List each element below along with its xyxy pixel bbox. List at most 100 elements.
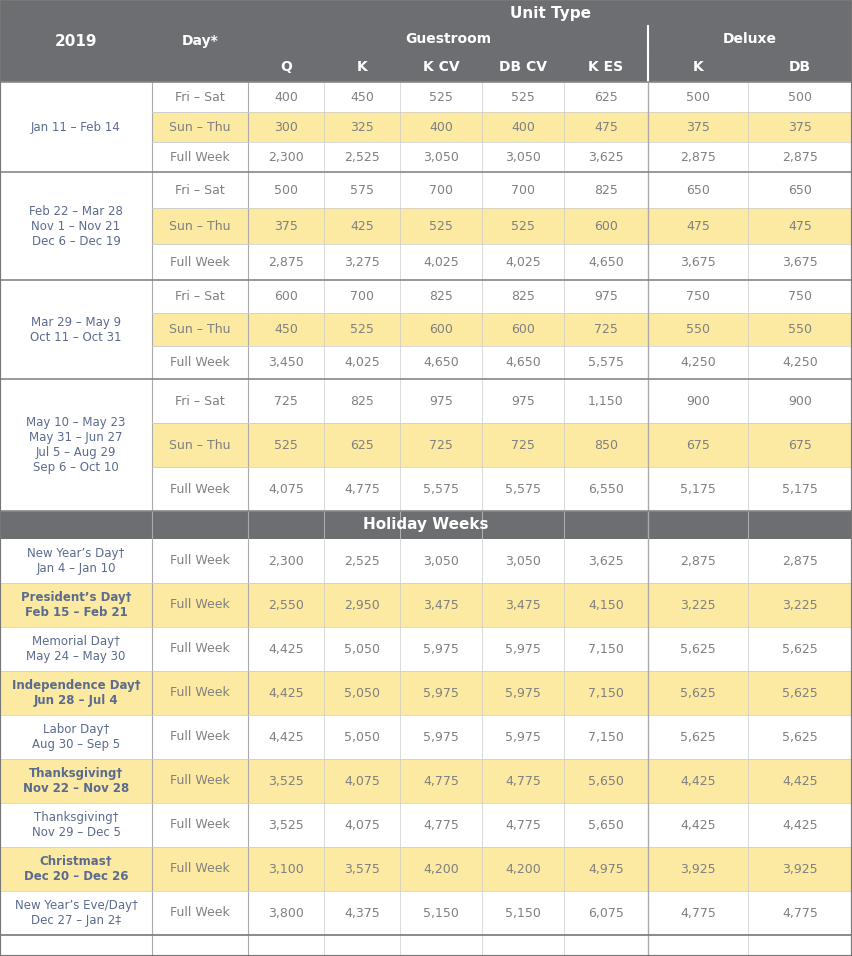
- Text: Full Week: Full Week: [170, 554, 230, 568]
- Text: Thanksgiving†
Nov 22 – Nov 28: Thanksgiving† Nov 22 – Nov 28: [23, 767, 130, 795]
- Bar: [152, 280, 852, 313]
- Text: K: K: [357, 60, 367, 74]
- Text: 4,775: 4,775: [344, 483, 380, 495]
- Text: 400: 400: [511, 120, 535, 134]
- Text: 7,150: 7,150: [588, 642, 624, 656]
- Bar: [152, 423, 852, 467]
- Text: 700: 700: [429, 184, 453, 197]
- Text: 2,525: 2,525: [344, 150, 380, 163]
- Text: 600: 600: [594, 220, 618, 232]
- Text: 5,150: 5,150: [505, 906, 541, 920]
- Text: 3,675: 3,675: [680, 255, 716, 269]
- Text: 3,525: 3,525: [268, 818, 304, 832]
- Text: May 10 – May 23
May 31 – Jun 27
Jul 5 – Aug 29
Sep 6 – Oct 10: May 10 – May 23 May 31 – Jun 27 Jul 5 – …: [26, 416, 126, 474]
- Text: 3,050: 3,050: [423, 150, 459, 163]
- Bar: [152, 112, 852, 142]
- Text: Jan 11 – Feb 14: Jan 11 – Feb 14: [32, 120, 121, 134]
- Text: 450: 450: [350, 91, 374, 103]
- Bar: [0, 759, 152, 803]
- Text: 650: 650: [788, 184, 812, 197]
- Text: Full Week: Full Week: [170, 642, 230, 656]
- Text: 4,775: 4,775: [505, 774, 541, 788]
- Bar: [152, 244, 852, 280]
- Text: 4,775: 4,775: [423, 818, 459, 832]
- Text: 2,875: 2,875: [268, 255, 304, 269]
- Text: 2019: 2019: [55, 33, 97, 49]
- Text: 5,050: 5,050: [344, 730, 380, 744]
- Text: Fri – Sat: Fri – Sat: [176, 395, 225, 407]
- Text: 2,875: 2,875: [782, 150, 818, 163]
- Bar: [152, 172, 852, 208]
- Text: Sun – Thu: Sun – Thu: [170, 323, 231, 336]
- Text: 750: 750: [788, 290, 812, 303]
- Text: 575: 575: [350, 184, 374, 197]
- Bar: [0, 671, 152, 715]
- Text: 4,650: 4,650: [423, 356, 459, 369]
- Text: Christmas†
Dec 20 – Dec 26: Christmas† Dec 20 – Dec 26: [24, 855, 129, 883]
- Text: Full Week: Full Week: [170, 598, 230, 612]
- Text: 5,625: 5,625: [680, 642, 716, 656]
- Text: 4,200: 4,200: [423, 862, 459, 876]
- Text: Labor Day†
Aug 30 – Sep 5: Labor Day† Aug 30 – Sep 5: [32, 723, 120, 751]
- Text: 5,975: 5,975: [505, 730, 541, 744]
- Text: 4,025: 4,025: [505, 255, 541, 269]
- Text: 300: 300: [274, 120, 298, 134]
- Text: 5,625: 5,625: [680, 730, 716, 744]
- Text: 3,225: 3,225: [680, 598, 716, 612]
- Text: 3,450: 3,450: [268, 356, 304, 369]
- Text: 3,275: 3,275: [344, 255, 380, 269]
- Text: 5,975: 5,975: [505, 642, 541, 656]
- Text: 975: 975: [594, 290, 618, 303]
- Text: 825: 825: [429, 290, 453, 303]
- Text: 475: 475: [788, 220, 812, 232]
- Text: 650: 650: [686, 184, 710, 197]
- Text: 675: 675: [686, 439, 710, 451]
- Text: 425: 425: [350, 220, 374, 232]
- Text: 900: 900: [686, 395, 710, 407]
- Bar: [152, 803, 852, 847]
- Text: 5,175: 5,175: [782, 483, 818, 495]
- Text: 5,150: 5,150: [423, 906, 459, 920]
- Text: 625: 625: [350, 439, 374, 451]
- Bar: [0, 539, 152, 583]
- Bar: [0, 0, 852, 26]
- Text: 3,625: 3,625: [588, 554, 624, 568]
- Text: 3,625: 3,625: [588, 150, 624, 163]
- Text: 4,025: 4,025: [423, 255, 459, 269]
- Text: Full Week: Full Week: [170, 818, 230, 832]
- Bar: [152, 847, 852, 891]
- Text: Q: Q: [280, 60, 292, 74]
- Bar: [0, 891, 152, 935]
- Text: 5,575: 5,575: [423, 483, 459, 495]
- Bar: [0, 627, 152, 671]
- Text: Memorial Day†
May 24 – May 30: Memorial Day† May 24 – May 30: [26, 635, 126, 663]
- Text: 3,475: 3,475: [423, 598, 459, 612]
- Text: 4,025: 4,025: [344, 356, 380, 369]
- Text: 7,150: 7,150: [588, 730, 624, 744]
- Text: 2,875: 2,875: [680, 554, 716, 568]
- Bar: [152, 208, 852, 244]
- Text: 525: 525: [350, 323, 374, 336]
- Text: 2,875: 2,875: [782, 554, 818, 568]
- Text: 5,625: 5,625: [782, 642, 818, 656]
- Text: Holiday Weeks: Holiday Weeks: [363, 517, 489, 532]
- Bar: [152, 313, 852, 346]
- Text: 975: 975: [511, 395, 535, 407]
- Text: Fri – Sat: Fri – Sat: [176, 184, 225, 197]
- Text: Full Week: Full Week: [170, 906, 230, 920]
- Text: 5,175: 5,175: [680, 483, 716, 495]
- Text: 600: 600: [274, 290, 298, 303]
- Text: 675: 675: [788, 439, 812, 451]
- Text: DB CV: DB CV: [499, 60, 547, 74]
- Text: 4,775: 4,775: [680, 906, 716, 920]
- Text: 525: 525: [511, 220, 535, 232]
- Text: Fri – Sat: Fri – Sat: [176, 91, 225, 103]
- Text: 975: 975: [429, 395, 453, 407]
- Text: Full Week: Full Week: [170, 483, 230, 495]
- Text: 4,075: 4,075: [344, 774, 380, 788]
- Text: Sun – Thu: Sun – Thu: [170, 120, 231, 134]
- Text: 5,575: 5,575: [505, 483, 541, 495]
- Text: 4,250: 4,250: [782, 356, 818, 369]
- Text: Unit Type: Unit Type: [509, 6, 590, 20]
- Text: 475: 475: [594, 120, 618, 134]
